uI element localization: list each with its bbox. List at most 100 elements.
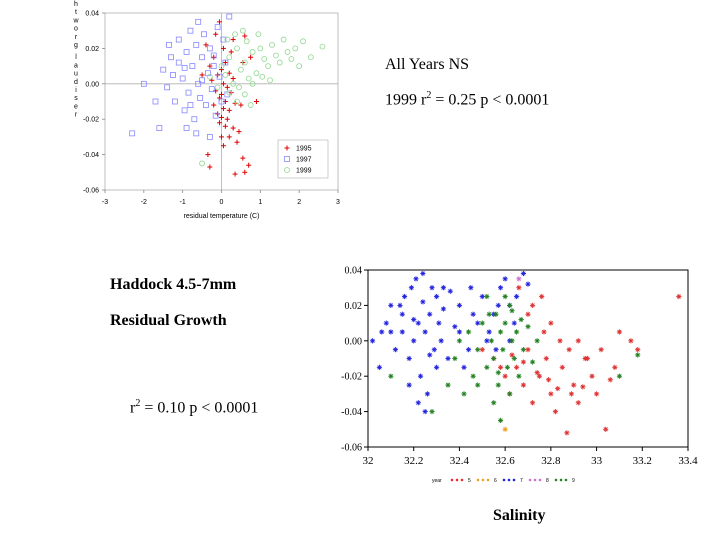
- data-point-year-5: [575, 338, 581, 344]
- x-tick-label: -1: [180, 199, 186, 206]
- haddock-title: Haddock 4.5-7mm: [110, 276, 237, 293]
- data-point-1999: [253, 70, 260, 77]
- data-point-year-9: [484, 364, 490, 370]
- data-point-year-7: [376, 364, 383, 370]
- data-point-1999: [206, 73, 213, 80]
- data-point-1997: [195, 80, 202, 87]
- data-point-1997: [212, 112, 219, 119]
- y-tick-label: 0.04: [85, 11, 99, 18]
- data-point-year-9: [500, 347, 506, 353]
- data-point-year-7: [411, 316, 417, 323]
- legend-marker-7: [507, 478, 511, 482]
- data-point-1997: [197, 95, 204, 101]
- x-tick-label: 32.8: [541, 455, 561, 467]
- r2-prefix: r: [130, 399, 136, 417]
- data-point-year-7: [422, 329, 428, 335]
- data-point-1999: [272, 52, 279, 59]
- data-point-year-5: [516, 285, 522, 291]
- data-point-1997: [189, 63, 196, 69]
- data-point-year-9: [495, 370, 501, 376]
- data-point-year-5: [575, 400, 581, 406]
- x-tick-label: 33.2: [633, 455, 652, 467]
- svg-text:l: l: [75, 54, 77, 61]
- data-point-1995: [240, 155, 246, 161]
- data-point-1995: [226, 134, 232, 140]
- data-point-year-7: [431, 347, 437, 353]
- data-point-1999: [241, 59, 248, 66]
- data-point-year-7: [440, 285, 447, 291]
- data-point-year-5: [676, 293, 682, 300]
- data-point-year-9: [497, 329, 504, 335]
- data-point-1995: [199, 72, 205, 78]
- data-point-1995: [220, 81, 226, 87]
- data-point-year-5: [525, 311, 531, 317]
- data-point-year-5: [529, 302, 536, 308]
- data-point-1997: [164, 84, 171, 91]
- data-point-1997: [187, 27, 194, 34]
- data-point-year-9: [507, 302, 513, 308]
- data-point-1999: [243, 38, 250, 45]
- svg-text:r: r: [75, 112, 78, 119]
- data-point-1997: [183, 49, 190, 55]
- data-point-1997: [152, 98, 159, 105]
- x-tick-label: 33.4: [678, 455, 698, 467]
- svg-text:s: s: [74, 95, 78, 102]
- data-point-1999: [265, 63, 272, 69]
- data-point-1995: [203, 42, 209, 48]
- data-point-1999: [259, 73, 266, 80]
- data-point-year-7: [445, 355, 451, 362]
- data-point-year-9: [456, 338, 463, 344]
- data-point-1995: [230, 37, 236, 43]
- data-point-1999: [267, 77, 273, 84]
- data-point-1999: [232, 31, 238, 38]
- legend-marker-1999: [284, 167, 290, 173]
- data-point-year-5: [593, 391, 600, 397]
- data-point-year-9: [497, 417, 504, 424]
- data-point-1995: [220, 45, 226, 51]
- data-point-year-9: [518, 316, 524, 323]
- data-point-1995: [222, 123, 228, 129]
- data-point-year-5: [566, 347, 572, 353]
- svg-text:e: e: [74, 103, 78, 110]
- data-point-year-9: [475, 347, 481, 353]
- data-point-year-7: [461, 364, 467, 370]
- legend: 1995 1997 1999: [277, 139, 329, 179]
- data-point-year-9: [479, 320, 485, 326]
- y-tick-label: -0.02: [341, 372, 362, 383]
- data-point-year-7: [397, 302, 403, 308]
- data-point-1997: [166, 41, 172, 48]
- data-point-year-9: [529, 359, 536, 365]
- data-point-1997: [208, 86, 215, 93]
- data-point-year-9: [616, 373, 623, 379]
- x-tick-label: 32: [363, 455, 374, 467]
- data-point-1997: [168, 54, 174, 61]
- data-point-1997: [199, 54, 205, 61]
- data-point-1995: [248, 54, 254, 60]
- legend-marker-6: [486, 478, 490, 482]
- data-point-1997: [129, 130, 136, 137]
- data-point-year-7: [475, 320, 481, 326]
- data-point-1997: [224, 91, 231, 98]
- data-point-year-9: [388, 373, 394, 379]
- data-point-1999: [288, 56, 295, 62]
- data-point-1995: [228, 49, 234, 55]
- data-point-1997: [214, 24, 221, 31]
- data-point-year-5: [598, 347, 604, 353]
- data-point-year-9: [534, 338, 540, 344]
- data-point-year-7: [415, 400, 421, 406]
- data-point-year-5: [584, 355, 591, 362]
- data-point-year-9: [461, 391, 467, 397]
- data-point-year-9: [520, 347, 527, 353]
- data-point-year-9: [509, 338, 515, 344]
- salinity-scatter-chart: 32 32.2 32.4 32.6 32.8 33 33.2 33.4 -0.06 -0.04 -0…: [341, 266, 698, 485]
- data-point-year-9: [513, 329, 520, 335]
- data-point-1995: [226, 107, 232, 113]
- data-point-year-9: [465, 329, 472, 335]
- y-tick-label: -0.02: [83, 117, 99, 124]
- data-point-1997: [206, 45, 213, 52]
- data-point-year-9: [452, 355, 458, 362]
- data-point-year-7: [456, 329, 463, 335]
- data-point-1997: [220, 36, 227, 43]
- data-point-1999: [255, 31, 262, 38]
- data-point-1999: [276, 59, 283, 66]
